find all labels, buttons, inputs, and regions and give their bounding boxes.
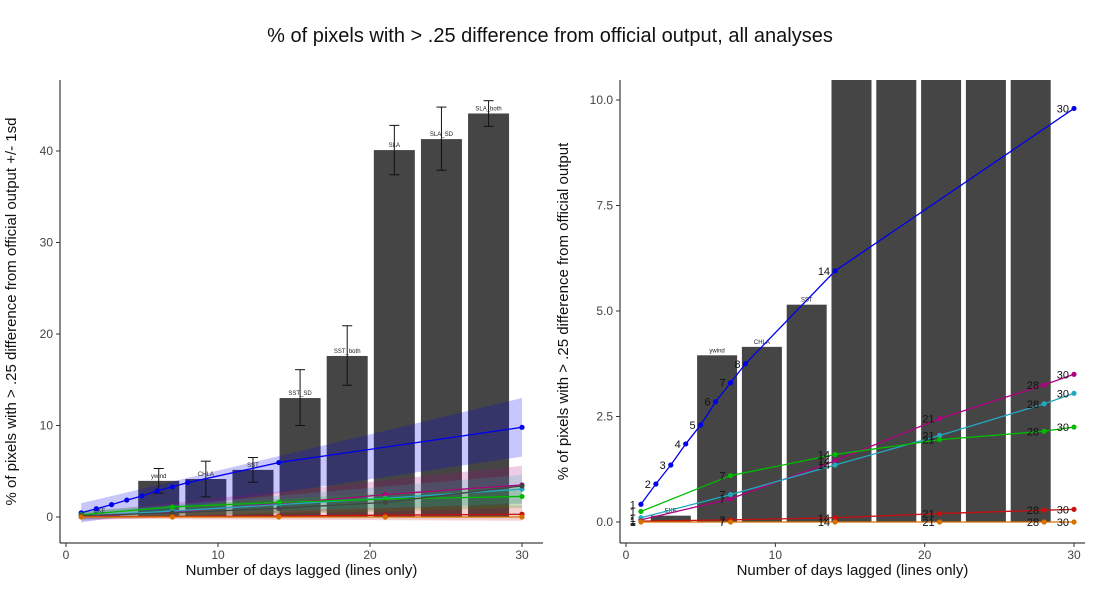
left-band-2 [81,474,522,520]
left-bar-label-7: SLA_SD [430,132,454,138]
left-bar-6 [373,150,415,517]
left-series-0-point-8 [276,459,282,466]
left-series-0-point-2 [109,502,115,508]
left-series-0-point-1 [93,506,99,512]
left-series-4-point-1 [169,510,175,516]
left-series-6-point-1 [169,514,175,520]
left-series-3-point-2 [276,499,282,505]
left-y-tick-label-2: 20 [40,327,54,341]
left-series-0-point-5 [154,488,160,494]
left-series-3-point-1 [169,504,175,510]
left-series-3-point-4 [519,493,525,500]
left-y-tick-label-1: 10 [40,419,54,433]
left-bar-label-1: ywind [151,474,166,480]
left-series-0-point-4 [139,493,145,499]
left-bar-7 [420,139,462,518]
left-series-6-point-0 [78,514,84,520]
left-band-1 [81,465,522,521]
left-y-tick-label-4: 40 [40,144,54,158]
left-y-tick-label-0: 0 [46,510,53,524]
left-series-4-point-3 [382,499,388,505]
left-bar-label-8: SLA_both [475,106,501,112]
left-bar-label-2: CHLA [198,472,214,478]
left-x-tick-label-3: 30 [515,548,529,562]
figure-title: % of pixels with > .25 difference from o… [267,25,833,47]
left-series-1-point-3 [382,491,388,498]
left-bar-label-4: SST_SD [288,391,312,397]
left-x-tick-label-1: 10 [211,548,225,562]
left-series-0-point-3 [124,497,130,503]
left-bar-label-6: SLA [389,143,400,149]
left-x-axis-title: Number of days lagged (lines only) [186,562,418,579]
left-bar-label-5: SST_both [334,349,361,355]
left-series-6-point-2 [276,514,282,520]
left-series-6-point-3 [382,514,388,520]
left-x-tick-label-2: 20 [363,548,377,562]
left-bar-label-0: EKE [93,509,105,515]
left-series-0-point-7 [185,480,191,486]
left-plot-area: EKE ywind CHLA SST SST_SD SST_both SLA SLA_SD SL… [78,100,525,523]
left-bar-label-3: SST [247,463,259,469]
left-band-0 [81,398,522,523]
left-series-6-point-4 [519,514,525,520]
left-y-tick-label-3: 30 [40,236,54,250]
left-series-0-point-9 [519,424,525,430]
left-y-axis-title: % of pixels with > .25 difference from o… [3,118,20,506]
left-series-0-point-6 [169,484,175,490]
left-bar-8 [468,113,510,518]
left-series-line-0 [81,426,523,514]
left-series-4-point-2 [276,505,282,511]
left-series-4-point-4 [519,483,525,489]
left-x-tick-label-0: 0 [63,548,70,562]
